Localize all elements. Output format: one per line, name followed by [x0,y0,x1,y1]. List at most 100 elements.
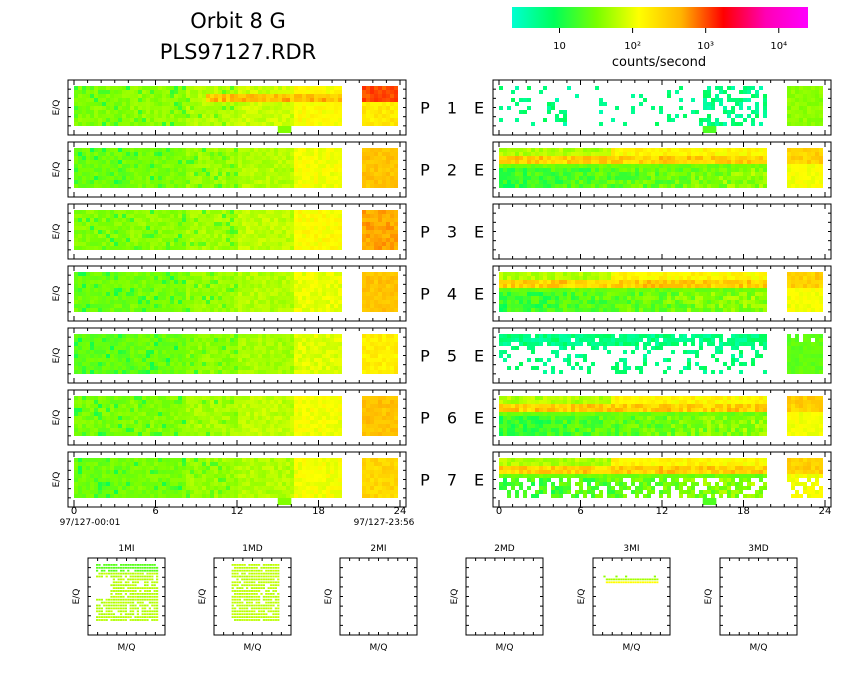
heatmap-cell [110,152,114,156]
heatmap-cell [194,164,198,168]
heatmap-cell [214,210,218,214]
heatmap-cell [314,98,318,102]
heatmap-cell [278,176,282,180]
heatmap-cell [262,94,266,98]
heatmap-cell [382,176,386,180]
heatmap-cell [306,94,310,98]
heatmap-cell [755,172,759,176]
heatmap-cell [174,226,178,230]
heatmap-cell [90,114,94,118]
heatmap-cell [146,118,150,122]
heatmap-cell [134,90,138,94]
heatmap-cell [310,284,314,288]
heatmap-cell [90,226,94,230]
heatmap-cell [78,176,82,180]
heatmap-cell [246,106,250,110]
heatmap-cell [210,98,214,102]
heatmap-cell [374,242,378,246]
heatmap-cell [651,168,655,172]
heatmap-cell [679,180,683,184]
heatmap-cell [370,276,374,280]
heatmap-cell [667,94,671,98]
heatmap-cell [110,272,114,276]
heatmap-cell [98,152,102,156]
heatmap-cell [747,90,751,94]
heatmap-cell [198,164,202,168]
row-label-number: 3 [447,223,457,242]
heatmap-cell [246,86,250,90]
heatmap-cell [362,102,366,106]
heatmap-cell [334,90,338,94]
heatmap-cell [150,148,154,152]
heatmap-cell [74,110,78,114]
heatmap-cell [370,98,374,102]
heatmap-cell [130,214,134,218]
heatmap-cell [543,272,547,276]
heatmap-cell [799,90,803,94]
heatmap-cell [326,214,330,218]
heatmap-cell [98,300,102,304]
heatmap-cell [579,176,583,180]
heatmap-cell [214,160,218,164]
heatmap-cell [198,94,202,98]
heatmap-cell [94,106,98,110]
heatmap-cell [671,172,675,176]
heatmap-cell [110,98,114,102]
heatmap-cell [126,122,130,126]
heatmap-cell [166,86,170,90]
heatmap-cell [659,106,663,110]
heatmap-cell [74,296,78,300]
heatmap-cell [222,180,226,184]
heatmap-cell [266,210,270,214]
heatmap-cell [114,218,118,222]
heatmap-cell [751,148,755,152]
heatmap-cell [234,296,238,300]
heatmap-cell [262,90,266,94]
heatmap-cell [278,230,282,234]
heatmap-cell [575,172,579,176]
heatmap-cell [791,180,795,184]
heatmap-cell [266,110,270,114]
heatmap-cell [575,272,579,276]
heatmap-cell [555,148,559,152]
heatmap-cell [579,308,583,312]
heatmap-cell [314,242,318,246]
heatmap-cell [150,106,154,110]
heatmap-cell [338,284,342,288]
heatmap-cell [218,280,222,284]
heatmap-cell [326,180,330,184]
heatmap-cell [94,94,98,98]
heatmap-cell [90,118,94,122]
heatmap-cell [90,164,94,168]
heatmap-cell [270,152,274,156]
heatmap-cell [206,168,210,172]
heatmap-cell [290,168,294,172]
heatmap-cell [162,238,166,242]
heatmap-cell [559,288,563,292]
heatmap-cell [114,238,118,242]
heatmap-cell [130,288,134,292]
heatmap-cell [675,276,679,280]
heatmap-cell [126,98,130,102]
heatmap-cell [362,296,366,300]
heatmap-cell [270,102,274,106]
heatmap-cell [571,272,575,276]
heatmap-cell [815,118,819,122]
heatmap-cell [278,276,282,280]
heatmap-cell [150,118,154,122]
heatmap-cell [723,152,727,156]
heatmap-cell [206,300,210,304]
heatmap-cell [703,168,707,172]
heatmap-cell [274,300,278,304]
heatmap-cell [394,246,398,250]
heatmap-cell [274,296,278,300]
heatmap-cell [102,242,106,246]
heatmap-cell [715,148,719,152]
heatmap-cell [150,90,154,94]
heatmap-cell [799,168,803,172]
heatmap-cell [254,300,258,304]
heatmap-cell [190,296,194,300]
heatmap-cell [819,148,823,152]
heatmap-cell [238,94,242,98]
heatmap-cell [158,106,162,110]
